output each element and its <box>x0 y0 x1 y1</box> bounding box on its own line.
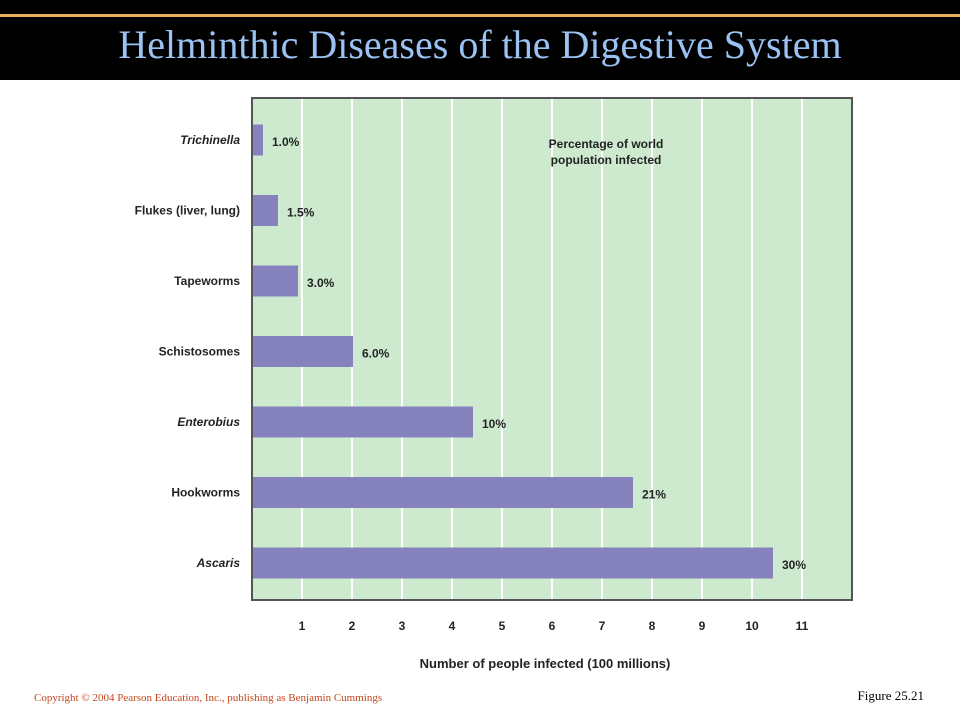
category-label: Flukes (liver, lung) <box>135 204 240 218</box>
category-label: Hookworms <box>171 486 240 500</box>
figure-number: Figure 25.21 <box>857 688 924 703</box>
copyright-notice: Copyright © 2004 Pearson Education, Inc.… <box>34 692 383 704</box>
x-axis-label: Number of people infected (100 millions) <box>420 656 671 671</box>
data-label: 21% <box>642 488 666 502</box>
slide-title: Helminthic Diseases of the Digestive Sys… <box>118 22 842 67</box>
x-tick-label: 9 <box>699 619 706 633</box>
bar <box>253 547 773 579</box>
category-label: Enterobius <box>177 415 240 429</box>
x-tick-label: 1 <box>299 619 306 633</box>
x-tick-label: 7 <box>599 619 606 633</box>
category-label: Schistosomes <box>159 345 241 359</box>
bar <box>253 477 633 508</box>
data-label: 1.5% <box>287 206 315 220</box>
x-tick-label: 3 <box>399 619 406 633</box>
bar-series <box>253 124 773 579</box>
data-labels: 1.0% 1.5% 3.0% 6.0% 10% 21% 30% <box>272 135 806 572</box>
title-rule <box>0 14 960 17</box>
data-label: 1.0% <box>272 135 300 149</box>
bar <box>253 336 353 367</box>
bar <box>253 195 278 226</box>
x-tick-label: 10 <box>745 619 759 633</box>
category-label: Trichinella <box>180 133 240 147</box>
category-label: Ascaris <box>196 556 241 570</box>
data-label: 6.0% <box>362 347 390 361</box>
x-tick-label: 6 <box>549 619 556 633</box>
data-label: 10% <box>482 417 506 431</box>
data-label: 30% <box>782 558 806 572</box>
data-label: 3.0% <box>307 276 335 290</box>
x-tick-labels: 1 2 3 4 5 6 7 8 9 10 11 <box>299 619 809 633</box>
x-tick-label: 4 <box>449 619 456 633</box>
annotation-line-1: Percentage of world <box>549 137 664 151</box>
title-bar <box>0 0 960 80</box>
annotation-line-2: population infected <box>551 153 662 167</box>
bar <box>253 265 298 297</box>
category-label: Tapeworms <box>174 274 240 288</box>
bar <box>253 124 263 156</box>
bar <box>253 406 473 438</box>
x-tick-label: 2 <box>349 619 356 633</box>
x-tick-label: 11 <box>796 619 809 633</box>
x-tick-label: 5 <box>499 619 506 633</box>
x-tick-label: 8 <box>649 619 656 633</box>
category-labels: Trichinella Flukes (liver, lung) Tapeworms… <box>135 133 241 570</box>
